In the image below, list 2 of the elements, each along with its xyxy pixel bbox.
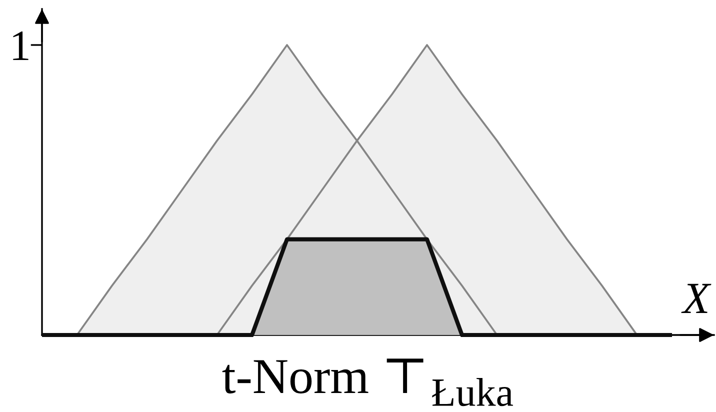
- x-axis-title: X: [681, 284, 712, 314]
- text: 1: [13, 32, 28, 60]
